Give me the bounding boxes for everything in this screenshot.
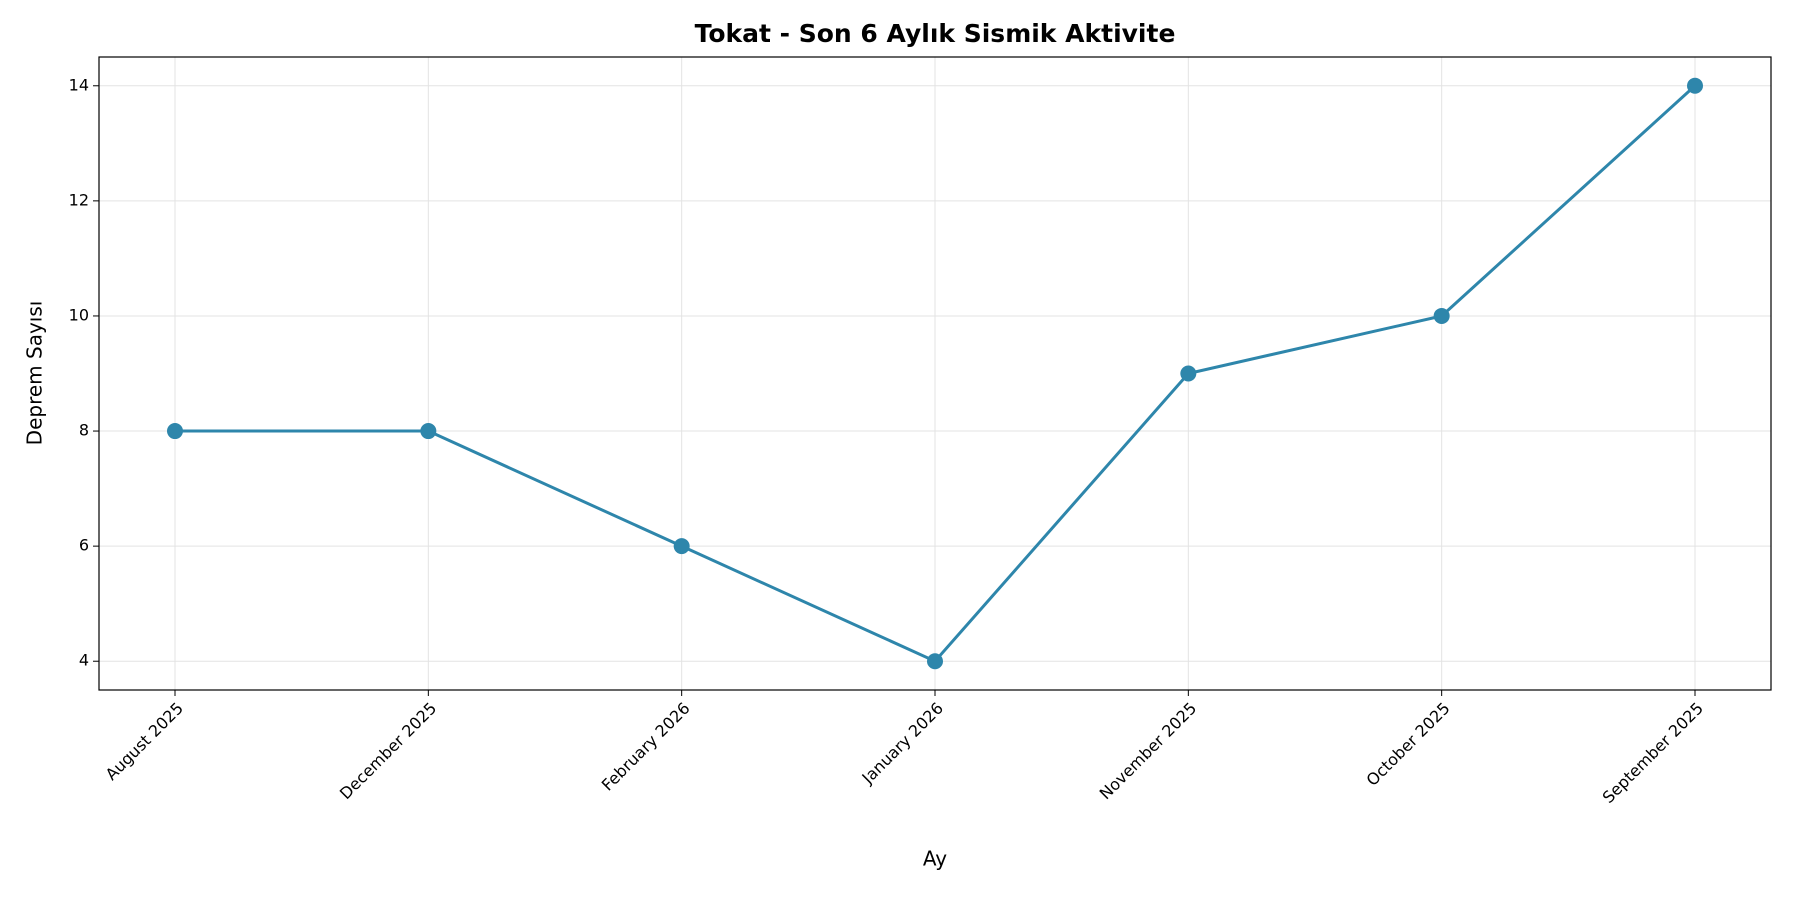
y-axis-label: Deprem Sayısı: [23, 301, 47, 446]
chart-title: Tokat - Son 6 Aylık Sismik Aktivite: [695, 19, 1176, 48]
y-tick-label: 12: [69, 190, 89, 209]
x-tick-label: September 2025: [1599, 699, 1707, 807]
y-tick-label: 14: [69, 75, 89, 94]
x-tick-label: February 2026: [598, 699, 694, 795]
data-point: [1180, 365, 1197, 382]
y-tick-label: 8: [79, 421, 89, 440]
plot-frame: [98, 56, 1772, 691]
x-tick-label: January 2026: [858, 699, 947, 788]
x-axis-label: Ay: [923, 847, 947, 871]
y-tick-label: 6: [79, 536, 89, 555]
x-tick-label: December 2025: [336, 699, 440, 803]
data-point: [927, 653, 943, 670]
x-tick-label: August 2025: [102, 699, 187, 784]
x-tick-label: November 2025: [1096, 699, 1201, 804]
y-tick-label: 4: [79, 651, 89, 670]
data-point: [420, 423, 437, 440]
data-point: [1433, 307, 1450, 324]
data-point: [167, 423, 183, 440]
y-tick-label: 10: [69, 305, 89, 324]
data-point: [1687, 77, 1703, 94]
data-point: [673, 538, 690, 555]
x-tick-label: October 2025: [1363, 699, 1454, 790]
